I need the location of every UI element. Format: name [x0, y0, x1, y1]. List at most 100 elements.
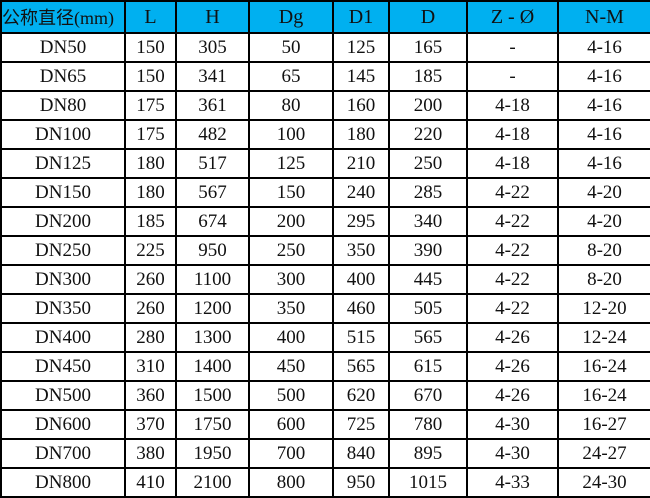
- table-cell: 390: [388, 235, 468, 266]
- table-cell: 350: [332, 235, 390, 266]
- table-cell: 180: [124, 148, 177, 179]
- table-cell: 16-24: [557, 351, 650, 382]
- table-cell: 700: [248, 438, 334, 469]
- table-cell: 175: [124, 119, 177, 150]
- table-cell: 305: [175, 32, 250, 63]
- table-cell: 260: [124, 264, 177, 295]
- table-cell: 341: [175, 61, 250, 92]
- table-cell: DN65: [0, 61, 126, 92]
- table-cell: -: [466, 61, 559, 92]
- table-cell: 1950: [175, 438, 250, 469]
- table-cell: 780: [388, 409, 468, 440]
- table-cell: DN700: [0, 438, 126, 469]
- table-cell: 4-22: [466, 177, 559, 208]
- table-cell: 4-22: [466, 293, 559, 324]
- table-cell: 380: [124, 438, 177, 469]
- table-cell: 840: [332, 438, 390, 469]
- table-cell: 165: [388, 32, 468, 63]
- table-cell: DN450: [0, 351, 126, 382]
- table-cell: 4-20: [557, 206, 650, 237]
- table-row: DN50 150 305 50 125 165-4-16: [0, 32, 650, 63]
- table-cell: 4-18: [466, 90, 559, 121]
- table-row: DN350 260 1200 350 460 505 4-22 12-20: [0, 293, 650, 324]
- table-cell: 460: [332, 293, 390, 324]
- table-cell: 4-20: [557, 177, 650, 208]
- table-cell: 250: [388, 148, 468, 179]
- table-cell: 674: [175, 206, 250, 237]
- table-cell: 1400: [175, 351, 250, 382]
- table-cell: 185: [124, 206, 177, 237]
- column-header: H: [175, 0, 250, 34]
- table-cell: 160: [332, 90, 390, 121]
- table-cell: 4-16: [557, 148, 650, 179]
- table-row: DN400 280 1300 400 515 565 4-26 12-24: [0, 322, 650, 353]
- table-cell: 482: [175, 119, 250, 150]
- table-row: DN450 310 1400 450 565 615 4-26 16-24: [0, 351, 650, 382]
- column-header: Z - Ø: [466, 0, 559, 34]
- column-header: Dg: [248, 0, 334, 34]
- table-cell: 800: [248, 467, 334, 498]
- table-cell: 725: [332, 409, 390, 440]
- table-cell: DN350: [0, 293, 126, 324]
- table-cell: 280: [124, 322, 177, 353]
- table-cell: 1500: [175, 380, 250, 411]
- table-cell: 400: [332, 264, 390, 295]
- column-header: D: [388, 0, 468, 34]
- table-cell: 260: [124, 293, 177, 324]
- table-cell: 16-27: [557, 409, 650, 440]
- table-cell: 4-18: [466, 119, 559, 150]
- table-row: DN600 370 1750 600 725 780 4-30 16-27: [0, 409, 650, 440]
- table-cell: 4-16: [557, 119, 650, 150]
- table-cell: 1750: [175, 409, 250, 440]
- table-cell: 24-30: [557, 467, 650, 498]
- table-cell: 150: [124, 32, 177, 63]
- table-cell: -: [466, 32, 559, 63]
- table-cell: 4-26: [466, 322, 559, 353]
- table-cell: 4-22: [466, 264, 559, 295]
- column-header: L: [124, 0, 177, 34]
- table-row: DN200 185 674 200 295 340 4-22 4-20: [0, 206, 650, 237]
- table-cell: DN200: [0, 206, 126, 237]
- table-row: DN125 180 517 125 210 250 4-18 4-16: [0, 148, 650, 179]
- table-cell: 180: [332, 119, 390, 150]
- table-cell: 295: [332, 206, 390, 237]
- table-cell: 8-20: [557, 235, 650, 266]
- table-cell: DN80: [0, 90, 126, 121]
- table-cell: 210: [332, 148, 390, 179]
- table-cell: 567: [175, 177, 250, 208]
- table-cell: 340: [388, 206, 468, 237]
- table-cell: 200: [388, 90, 468, 121]
- table-row: DN700 380 1950 700 840 895 4-30 24-27: [0, 438, 650, 469]
- table-row: DN500 360 1500 500 620 670 4-26 16-24: [0, 380, 650, 411]
- table-cell: 670: [388, 380, 468, 411]
- table-row: DN250 225 950 250 350 390 4-22 8-20: [0, 235, 650, 266]
- table-cell: 150: [124, 61, 177, 92]
- table-cell: 4-18: [466, 148, 559, 179]
- table-cell: 895: [388, 438, 468, 469]
- table-cell: DN100: [0, 119, 126, 150]
- table-cell: 4-26: [466, 351, 559, 382]
- table-cell: 620: [332, 380, 390, 411]
- table-cell: 16-24: [557, 380, 650, 411]
- table-cell: 125: [248, 148, 334, 179]
- column-header: 公称直径(mm): [0, 0, 126, 34]
- table-cell: 220: [388, 119, 468, 150]
- table-cell: 180: [124, 177, 177, 208]
- table-cell: 1100: [175, 264, 250, 295]
- table-cell: 4-16: [557, 90, 650, 121]
- table-cell: 615: [388, 351, 468, 382]
- table-cell: 240: [332, 177, 390, 208]
- table-cell: 4-22: [466, 235, 559, 266]
- table-cell: 24-27: [557, 438, 650, 469]
- table-cell: 565: [332, 351, 390, 382]
- table-cell: 4-30: [466, 438, 559, 469]
- table-cell: 517: [175, 148, 250, 179]
- table-cell: 4-30: [466, 409, 559, 440]
- table-cell: DN500: [0, 380, 126, 411]
- table-cell: 150: [248, 177, 334, 208]
- table-row: DN800 410 2100 800 950 1015 4-33 24-30: [0, 467, 650, 498]
- column-header: N-M: [557, 0, 650, 34]
- table-cell: 950: [332, 467, 390, 498]
- table-cell: 185: [388, 61, 468, 92]
